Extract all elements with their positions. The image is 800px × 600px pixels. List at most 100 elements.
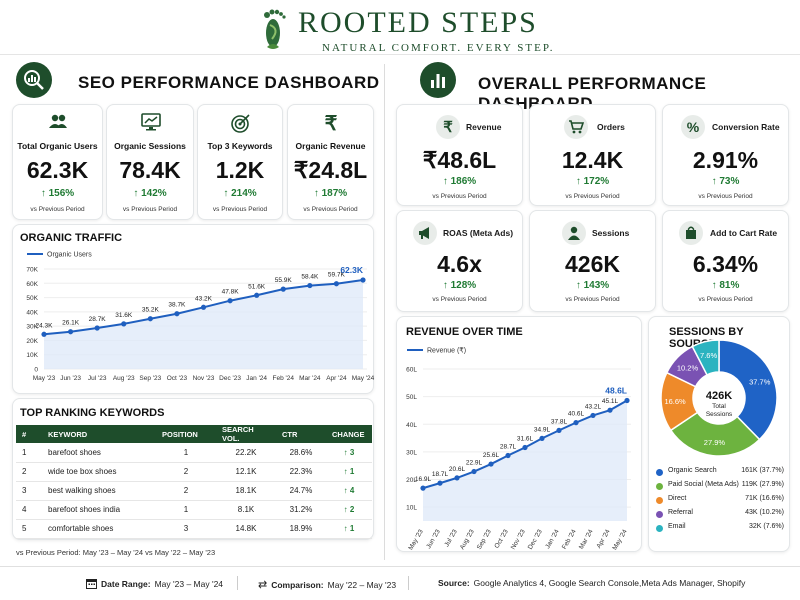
slice-label: 10.2% [677, 363, 699, 372]
footer-divider [0, 566, 800, 567]
seo-kpi-card-organic-sessions: Organic Sessions 78.4K ↑ 142% vs Previou… [106, 104, 194, 220]
cart-icon [564, 115, 588, 139]
x-tick-label: Sep '23 [476, 528, 493, 551]
series-area [423, 400, 627, 521]
data-label: 58.4K [301, 274, 319, 281]
table-header: POSITION [156, 425, 216, 443]
x-tick-label: Dec '23 [219, 375, 241, 382]
legend-label: Referral [668, 509, 693, 516]
footer-source-value: Google Analytics 4, Google Search Consol… [473, 578, 746, 588]
x-tick-label: Jun '23 [425, 528, 442, 550]
data-point [420, 485, 426, 491]
data-point [454, 475, 460, 481]
organic-traffic-title: ORGANIC TRAFFIC [20, 232, 123, 244]
keyword-ctr: 28.6% [276, 443, 326, 463]
keyword-volume: 14.8K [216, 519, 276, 539]
x-tick-label: Apr '24 [326, 375, 347, 382]
overall-kpi-card-sessions: Sessions 426K ↑ 143% vs Previous Period [529, 210, 656, 312]
legend-dot [656, 483, 663, 490]
kpi-label: Organic Revenue [295, 141, 366, 151]
brand-tagline: NATURAL COMFORT. EVERY STEP. [322, 42, 555, 54]
target-icon [231, 113, 251, 133]
donut-center-value: 426K [706, 390, 732, 402]
keyword-ctr: 24.7% [276, 481, 326, 501]
keyword-volume: 8.1K [216, 500, 276, 520]
overall-kpi-card-orders: Orders 12.4K ↑ 172% vs Previous Period [529, 104, 656, 206]
keyword-rank: 4 [16, 500, 42, 520]
keyword-position: 1 [156, 500, 216, 520]
keyword-position: 3 [156, 519, 216, 539]
kpi-change: ↑ 172% [575, 176, 610, 187]
kpi-value: ₹48.6L [422, 147, 497, 173]
data-label: 34.9L [534, 426, 551, 433]
data-point [556, 427, 562, 433]
slice-label: 27.9% [704, 438, 726, 447]
footer-source: Source: Google Analytics 4, Google Searc… [438, 578, 745, 588]
x-tick-label: Jun '23 [60, 375, 81, 382]
data-point [333, 281, 340, 287]
x-tick-label: Feb '24 [273, 375, 295, 382]
legend-value: 161K (37.7%) [741, 467, 784, 474]
rupee-icon: ₹ [324, 113, 338, 135]
percent-icon: % [681, 115, 705, 139]
seo-kpi-card-top-keywords: Top 3 Keywords 1.2K ↑ 214% vs Previous P… [197, 104, 283, 220]
data-label: 26.1K [62, 320, 80, 327]
x-tick-label: Jul '23 [443, 528, 459, 548]
data-label: 38.7K [168, 302, 186, 309]
slice-label: 16.6% [664, 397, 686, 406]
keyword-change: ↑ 1 [326, 519, 372, 539]
footer-comparison-label: Comparison: [271, 579, 324, 590]
data-point [360, 277, 366, 283]
seo-kpi-card-organic-users: Total Organic Users 62.3K ↑ 156% vs Prev… [12, 104, 103, 220]
kpi-sub: vs Previous Period [432, 296, 487, 303]
revenue-over-time-card: REVENUE OVER TIME 10L 20L 30L 40L 50L 60L 16.9… [396, 316, 642, 552]
kpi-value: 4.6x [437, 251, 482, 277]
kpi-label: ROAS (Meta Ads) [443, 228, 514, 238]
kpi-change: ↑ 143% [575, 280, 610, 291]
table-row: 2 wide toe box shoes 2 12.1K 22.3% ↑ 1 [16, 462, 372, 482]
legend-dot [656, 497, 663, 504]
table-row: 5 comfortable shoes 3 14.8K 18.9% ↑ 1 [16, 519, 372, 539]
data-label: 35.2K [142, 307, 160, 314]
data-point [307, 282, 313, 289]
x-tick-label: May '23 [407, 528, 425, 551]
x-tick-label: Feb '24 [561, 528, 578, 550]
legend-label: Email [668, 523, 686, 530]
calendar-icon [86, 578, 97, 589]
organic-traffic-card: ORGANIC TRAFFIC 0 10K 20K 30K 40K 50K 60K 70K 24… [12, 224, 375, 394]
keyword-rank: 3 [16, 481, 42, 501]
refresh-icon: ⇄ [258, 579, 268, 591]
kpi-value: 1.2K [215, 157, 265, 183]
overall-dashboard-icon [420, 62, 456, 98]
keyword-rank: 5 [16, 519, 42, 539]
x-tick-label: Jan '24 [544, 528, 561, 550]
y-tick-label: 20K [26, 338, 38, 345]
y-tick-label: 50K [26, 295, 38, 302]
kpi-sub: vs Previous Period [698, 296, 753, 303]
kpi-value: 78.4K [119, 157, 181, 183]
y-tick-label: 0 [34, 367, 38, 374]
kpi-change: ↑ 214% [223, 188, 257, 199]
table-row: 1 barefoot shoes 1 22.2K 28.6% ↑ 3 [16, 443, 372, 463]
kpi-change: ↑ 186% [442, 176, 477, 187]
kpi-change: ↑ 81% [711, 280, 740, 291]
overall-kpi-card-roas: ROAS (Meta Ads) 4.6x ↑ 128% vs Previous … [396, 210, 523, 312]
kpi-label: Add to Cart Rate [710, 228, 778, 238]
x-tick-label: Nov '23 [193, 375, 215, 382]
slice-label: 37.7% [749, 377, 771, 386]
keywords-table: # KEYWORD POSITION SEARCH VOL. CTR CHANG… [16, 425, 372, 539]
table-header: CHANGE [326, 425, 372, 443]
table-header: KEYWORD [42, 425, 156, 443]
kpi-value: 6.34% [692, 251, 759, 277]
y-tick-label: 70K [26, 267, 38, 274]
kpi-change: ↑ 142% [133, 188, 167, 199]
data-label: 37.8L [551, 418, 568, 425]
keyword-change: ↑ 2 [326, 500, 372, 520]
revenue-chart: 10L 20L 30L 40L 50L 60L 16.9L18.7L20.6L22.9L25… [406, 347, 631, 552]
kpi-sub: vs Previous Period [565, 193, 620, 200]
slice-label: 7.6% [700, 351, 717, 360]
data-point [94, 325, 100, 331]
legend-value: 43K (10.2%) [745, 509, 784, 516]
keyword-change: ↑ 1 [326, 462, 372, 482]
data-point [505, 452, 511, 459]
